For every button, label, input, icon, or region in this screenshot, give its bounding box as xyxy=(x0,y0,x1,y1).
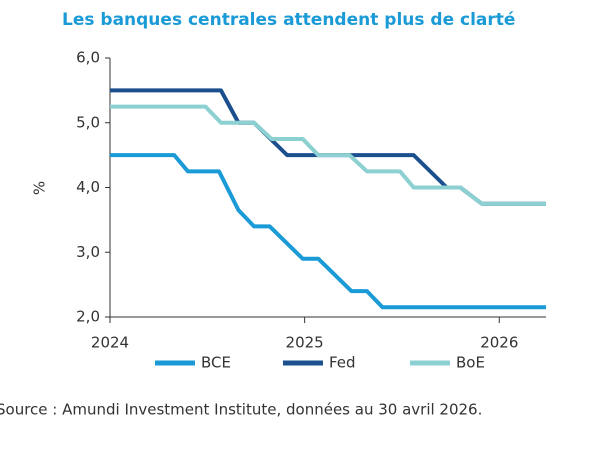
y-tick-label: 6,0 xyxy=(76,49,100,67)
x-tick-label: 2024 xyxy=(91,334,129,352)
source-note: Source : Amundi Investment Institute, do… xyxy=(0,401,482,419)
chart-title: Les banques centrales attendent plus de … xyxy=(62,10,515,30)
x-tick-label: 2026 xyxy=(480,334,518,352)
legend-label: Fed xyxy=(329,354,356,372)
y-tick-label: 2,0 xyxy=(76,308,100,326)
y-tick-label: 5,0 xyxy=(76,113,100,131)
line-series xyxy=(110,153,546,310)
legend-label: BCE xyxy=(201,354,231,372)
x-tick-label: 2025 xyxy=(286,334,324,352)
y-tick-label: 3,0 xyxy=(76,243,100,261)
y-tick-label: 4,0 xyxy=(76,178,100,196)
y-axis-label: % xyxy=(31,181,49,195)
legend-label: BoE xyxy=(456,354,485,372)
line-series xyxy=(110,104,546,206)
